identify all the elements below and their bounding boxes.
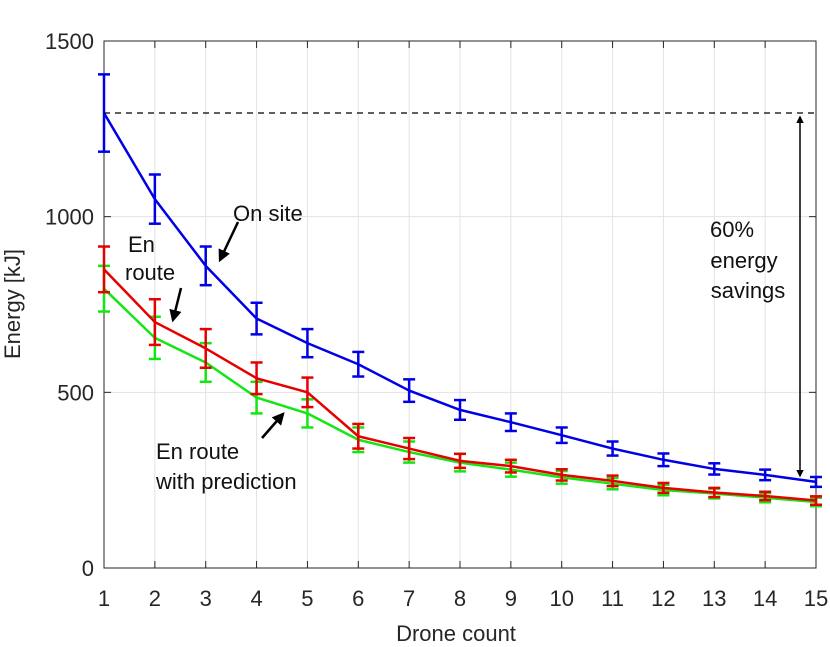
annotation-en-route-line1: En — [128, 232, 155, 257]
y-tick-label: 1000 — [45, 205, 94, 230]
y-tick-label: 1500 — [45, 29, 94, 54]
annotation-savings-line1: 60% — [710, 217, 754, 242]
error-bar-on-site — [199, 245, 212, 287]
error-bar-on-site — [810, 475, 822, 489]
y-tick-label: 500 — [57, 380, 94, 405]
error-bar-on-site — [352, 350, 365, 378]
on-site-arrow — [218, 221, 240, 263]
x-tick-label: 6 — [352, 586, 364, 611]
error-bar-on-site — [657, 452, 670, 468]
error-bar-en-route — [708, 486, 721, 499]
x-tick-label: 2 — [149, 586, 161, 611]
x-axis-label: Drone count — [396, 621, 516, 646]
x-tick-label: 15 — [804, 586, 828, 611]
x-tick-label: 8 — [454, 586, 466, 611]
error-bar-en-route — [810, 495, 822, 507]
error-bar-en-route — [352, 422, 365, 450]
y-tick-label: 0 — [82, 556, 94, 581]
error-bar-on-site — [403, 378, 416, 404]
annotation-savings-line2: energy — [710, 248, 777, 273]
x-tick-label: 14 — [753, 586, 777, 611]
error-bar-on-site — [759, 468, 772, 482]
error-bar-on-site — [301, 327, 314, 359]
error-bar-en-route — [98, 245, 110, 294]
x-tick-label: 1 — [98, 586, 110, 611]
x-tick-label: 4 — [250, 586, 262, 611]
error-bar-en-route — [301, 376, 314, 409]
prediction-arrow — [261, 412, 285, 439]
series-en-route — [98, 245, 822, 507]
error-bar-on-site — [606, 440, 619, 457]
error-bar-en-route — [403, 436, 416, 461]
error-bar-en-route — [454, 452, 466, 470]
x-tick-label: 3 — [200, 586, 212, 611]
x-tick-label: 12 — [651, 586, 675, 611]
error-bar-on-site — [504, 412, 517, 433]
x-tick-label: 10 — [549, 586, 573, 611]
annotation-savings-line3: savings — [711, 278, 786, 303]
series-layer — [98, 73, 822, 508]
x-tick-label: 9 — [505, 586, 517, 611]
error-bar-en-route — [759, 490, 772, 502]
error-bar-en-route — [504, 458, 517, 474]
x-tick-label: 7 — [403, 586, 415, 611]
error-bar-en-route — [606, 474, 619, 488]
error-bar-on-site — [454, 398, 466, 421]
error-bar-on-site — [250, 301, 263, 336]
annotation-prediction-line1: En route — [156, 439, 239, 464]
x-tick-label: 5 — [301, 586, 313, 611]
error-bar-on-site — [708, 462, 721, 476]
annotation-prediction-line2: with prediction — [155, 469, 297, 494]
error-bar-en-route — [657, 481, 670, 495]
x-tick-label: 13 — [702, 586, 726, 611]
error-bar-en-route — [148, 297, 161, 347]
error-bar-en-route — [250, 361, 263, 396]
x-tick-label: 11 — [601, 586, 624, 611]
series-on-site — [98, 73, 822, 489]
error-bar-on-site — [148, 173, 161, 225]
error-bar-on-site — [555, 426, 568, 445]
annotation-en-route-line2: route — [125, 260, 175, 285]
error-bar-en-route — [199, 327, 212, 369]
error-bar-en-route — [555, 468, 568, 482]
y-axis-label: Energy [kJ] — [0, 249, 25, 359]
en-route-arrow — [169, 287, 183, 323]
annotation-on-site: On site — [233, 201, 303, 226]
